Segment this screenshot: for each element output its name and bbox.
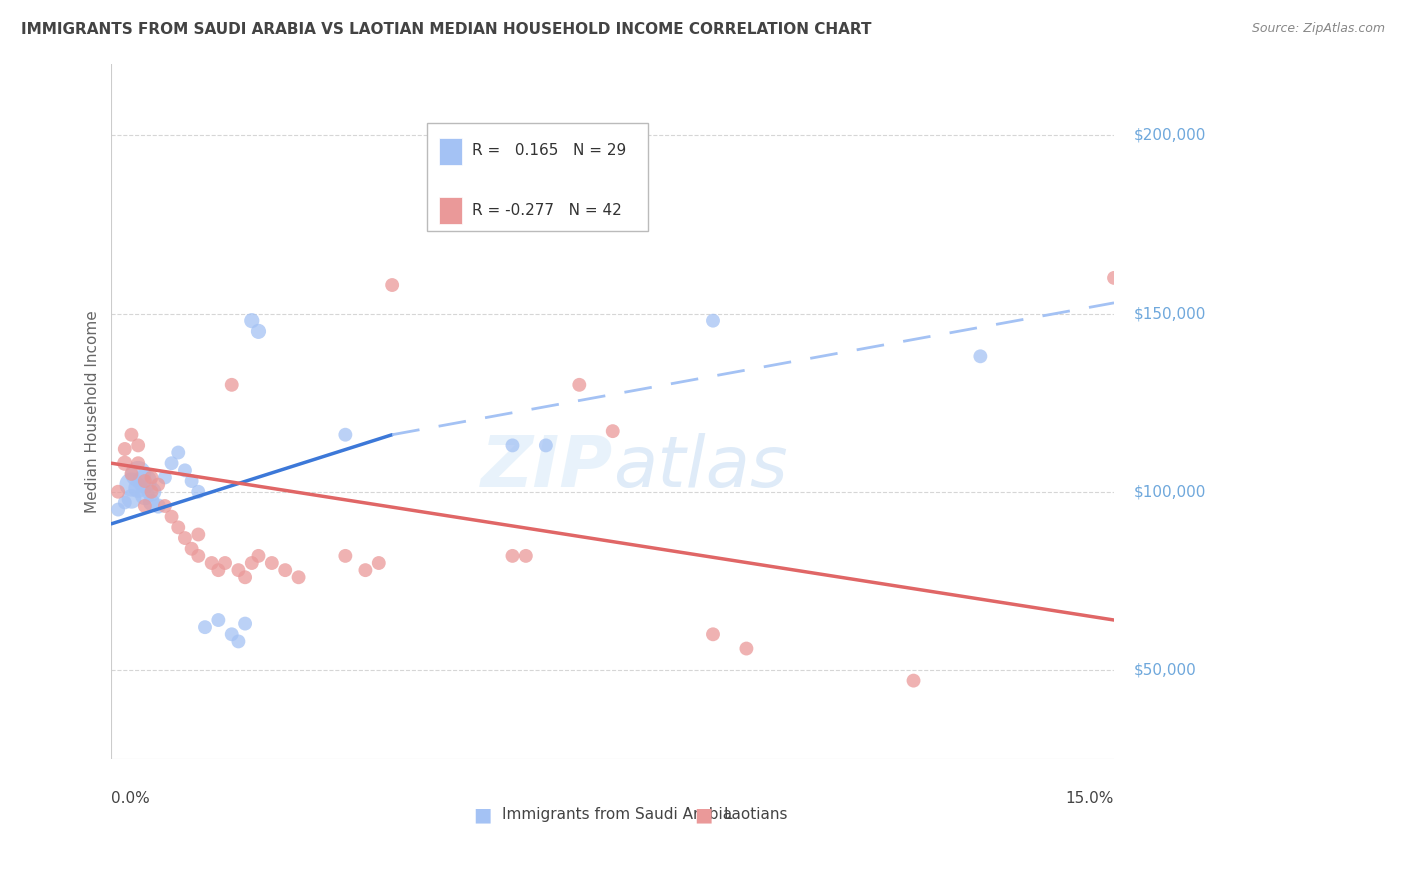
Point — [221, 377, 243, 392]
Point — [160, 509, 183, 524]
Point — [354, 563, 377, 577]
Point — [121, 491, 143, 506]
Point — [240, 556, 263, 570]
Point — [207, 563, 229, 577]
Point — [127, 481, 149, 495]
Point — [240, 313, 263, 327]
Point — [228, 563, 250, 577]
Point — [233, 616, 256, 631]
Point — [534, 438, 557, 452]
Point — [367, 556, 389, 570]
Text: ■: ■ — [474, 805, 492, 824]
Point — [107, 502, 129, 516]
Point — [735, 641, 758, 656]
Point — [602, 424, 624, 438]
Point — [187, 527, 209, 541]
Point — [141, 495, 163, 509]
Text: $50,000: $50,000 — [1135, 663, 1197, 677]
Point — [114, 456, 136, 470]
Point — [969, 349, 991, 363]
FancyBboxPatch shape — [439, 197, 461, 224]
Point — [114, 495, 136, 509]
Point — [141, 484, 163, 499]
Point — [335, 427, 357, 442]
Point — [260, 556, 283, 570]
Point — [381, 278, 404, 293]
Point — [141, 484, 163, 499]
Text: IMMIGRANTS FROM SAUDI ARABIA VS LAOTIAN MEDIAN HOUSEHOLD INCOME CORRELATION CHAR: IMMIGRANTS FROM SAUDI ARABIA VS LAOTIAN … — [21, 22, 872, 37]
Point — [121, 477, 143, 491]
Point — [247, 549, 270, 563]
Point — [335, 549, 357, 563]
Text: 0.0%: 0.0% — [111, 791, 150, 806]
Point — [501, 438, 523, 452]
Text: R =   0.165   N = 29: R = 0.165 N = 29 — [472, 144, 626, 159]
FancyBboxPatch shape — [439, 138, 461, 165]
Text: Laotians: Laotians — [723, 807, 787, 822]
Point — [903, 673, 925, 688]
Point — [127, 456, 149, 470]
Point — [207, 613, 229, 627]
Text: Source: ZipAtlas.com: Source: ZipAtlas.com — [1251, 22, 1385, 36]
Point — [274, 563, 297, 577]
Point — [247, 324, 270, 338]
Point — [194, 620, 217, 634]
Point — [134, 488, 156, 502]
Point — [501, 549, 523, 563]
Text: R = -0.277   N = 42: R = -0.277 N = 42 — [472, 202, 621, 218]
Point — [160, 456, 183, 470]
Text: 15.0%: 15.0% — [1066, 791, 1114, 806]
Point — [287, 570, 309, 584]
Text: Immigrants from Saudi Arabia: Immigrants from Saudi Arabia — [502, 807, 733, 822]
Point — [187, 484, 209, 499]
Point — [568, 377, 591, 392]
Point — [153, 470, 176, 484]
Y-axis label: Median Household Income: Median Household Income — [86, 310, 100, 513]
Point — [153, 499, 176, 513]
Point — [180, 474, 202, 488]
Point — [515, 549, 537, 563]
Point — [134, 499, 156, 513]
Point — [121, 427, 143, 442]
Point — [141, 470, 163, 484]
Point — [1102, 271, 1125, 285]
Point — [134, 474, 156, 488]
Text: atlas: atlas — [613, 433, 787, 501]
Text: $100,000: $100,000 — [1135, 484, 1206, 500]
Point — [201, 556, 224, 570]
Point — [187, 549, 209, 563]
Point — [167, 520, 190, 534]
Point — [180, 541, 202, 556]
Point — [174, 531, 197, 545]
Point — [148, 477, 170, 491]
Point — [702, 627, 724, 641]
FancyBboxPatch shape — [427, 123, 648, 231]
Point — [134, 474, 156, 488]
Point — [233, 570, 256, 584]
Point — [127, 467, 149, 481]
Point — [228, 634, 250, 648]
Point — [214, 556, 236, 570]
Point — [702, 313, 724, 327]
Point — [174, 463, 197, 477]
Text: $200,000: $200,000 — [1135, 128, 1206, 143]
Point — [167, 445, 190, 459]
Text: $150,000: $150,000 — [1135, 306, 1206, 321]
Point — [121, 467, 143, 481]
Point — [221, 627, 243, 641]
Text: ZIP: ZIP — [481, 433, 613, 501]
Point — [107, 484, 129, 499]
Point — [148, 499, 170, 513]
Point — [114, 442, 136, 456]
Point — [127, 438, 149, 452]
Text: ■: ■ — [693, 805, 713, 824]
